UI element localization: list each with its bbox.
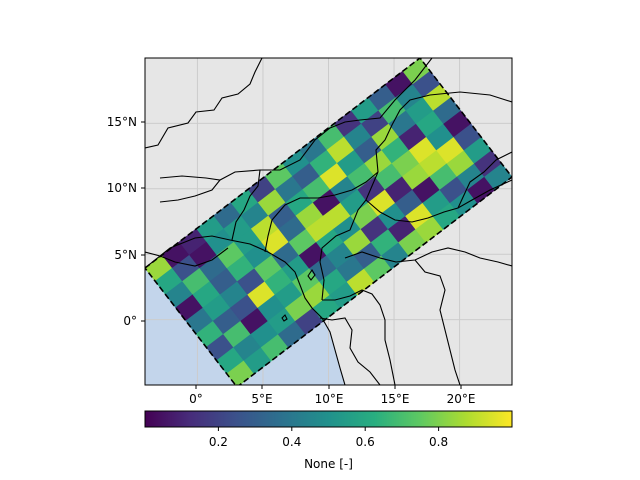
swath-outline: [145, 58, 512, 385]
colorbar-tick-label: 0.2: [209, 435, 228, 449]
lat-tick-label: 0°: [123, 314, 137, 328]
swath-heatmap: [145, 58, 512, 385]
lon-tick-label: 5°E: [251, 392, 272, 406]
lon-tick-label: 10°E: [315, 392, 344, 406]
lon-tick-label: 0°: [189, 392, 203, 406]
island-sao-tome: [281, 314, 288, 322]
border-west-sahara: [145, 58, 263, 149]
border-east: [414, 259, 461, 385]
lat-tick-label: 5°N: [114, 248, 137, 262]
coastline: [145, 235, 346, 385]
lon-ticks: 0° 5°E 10°E 15°E 20°E: [189, 385, 475, 406]
border-gabon: [319, 317, 381, 385]
lat-tick-label: 15°N: [107, 115, 137, 129]
border-nigeria: [264, 171, 379, 253]
lon-tick-label: 20°E: [447, 392, 476, 406]
border-car-south: [344, 247, 512, 267]
lon-tick-label: 15°E: [381, 392, 410, 406]
colorbar-tick-label: 0.6: [356, 435, 375, 449]
map-panel: [145, 58, 512, 385]
colorbar-label: None [-]: [304, 457, 353, 471]
colorbar: 0.2 0.4 0.6 0.8 None [-]: [144, 410, 513, 471]
colorbar-gradient: [144, 410, 513, 428]
border-chad-car: [365, 179, 512, 223]
border-nigeria-cameroon: [319, 171, 379, 301]
border-burkina: [159, 179, 221, 203]
border-chad: [375, 91, 512, 173]
border-benin-togo: [231, 169, 261, 241]
border-mali-niger: [159, 58, 433, 181]
swath-cell: [484, 163, 512, 191]
border-west-coast: [145, 247, 229, 267]
island-bioko: [307, 268, 316, 281]
colorbar-tick-label: 0.4: [282, 435, 301, 449]
coastlines-and-borders: [145, 58, 512, 385]
colorbar-tick-label: 0.8: [429, 435, 448, 449]
lat-tick-label: 10°N: [107, 181, 137, 195]
border-congo: [322, 289, 396, 385]
border-sudan: [457, 151, 512, 209]
lat-ticks: 15°N 10°N 5°N 0°: [107, 115, 145, 328]
